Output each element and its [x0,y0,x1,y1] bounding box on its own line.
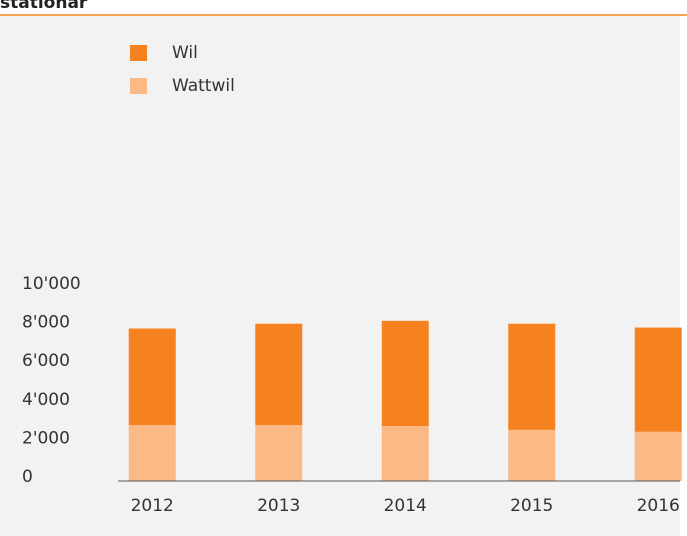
legend-label: Wil [172,43,198,63]
chart-title: stationär [0,0,88,13]
y-tick-label: 4'000 [22,390,70,410]
y-tick-label: 10'000 [22,274,81,294]
bar-segment [634,431,682,481]
y-tick-label: 2'000 [22,428,70,448]
legend-swatch [130,78,147,94]
bar-segment [128,425,176,481]
x-tick-label: 2012 [131,496,174,516]
x-tick-label: 2016 [637,496,680,516]
panel [0,16,680,536]
bar-segment [508,429,556,481]
y-tick-label: 0 [22,467,33,487]
x-tick-label: 2015 [510,496,553,516]
bar-segment [255,323,303,426]
x-tick-label: 2013 [257,496,300,516]
y-tick-label: 6'000 [22,351,70,371]
bar-segment [128,328,176,426]
legend-label: Wattwil [172,76,235,96]
bar-segment [381,425,429,481]
bar-segment [508,323,556,430]
bar-segment [381,320,429,426]
legend-swatch [130,45,147,61]
x-tick-label: 2014 [384,496,427,516]
y-tick-label: 8'000 [22,313,70,333]
bar-segment [634,327,682,432]
bar-segment [255,425,303,481]
